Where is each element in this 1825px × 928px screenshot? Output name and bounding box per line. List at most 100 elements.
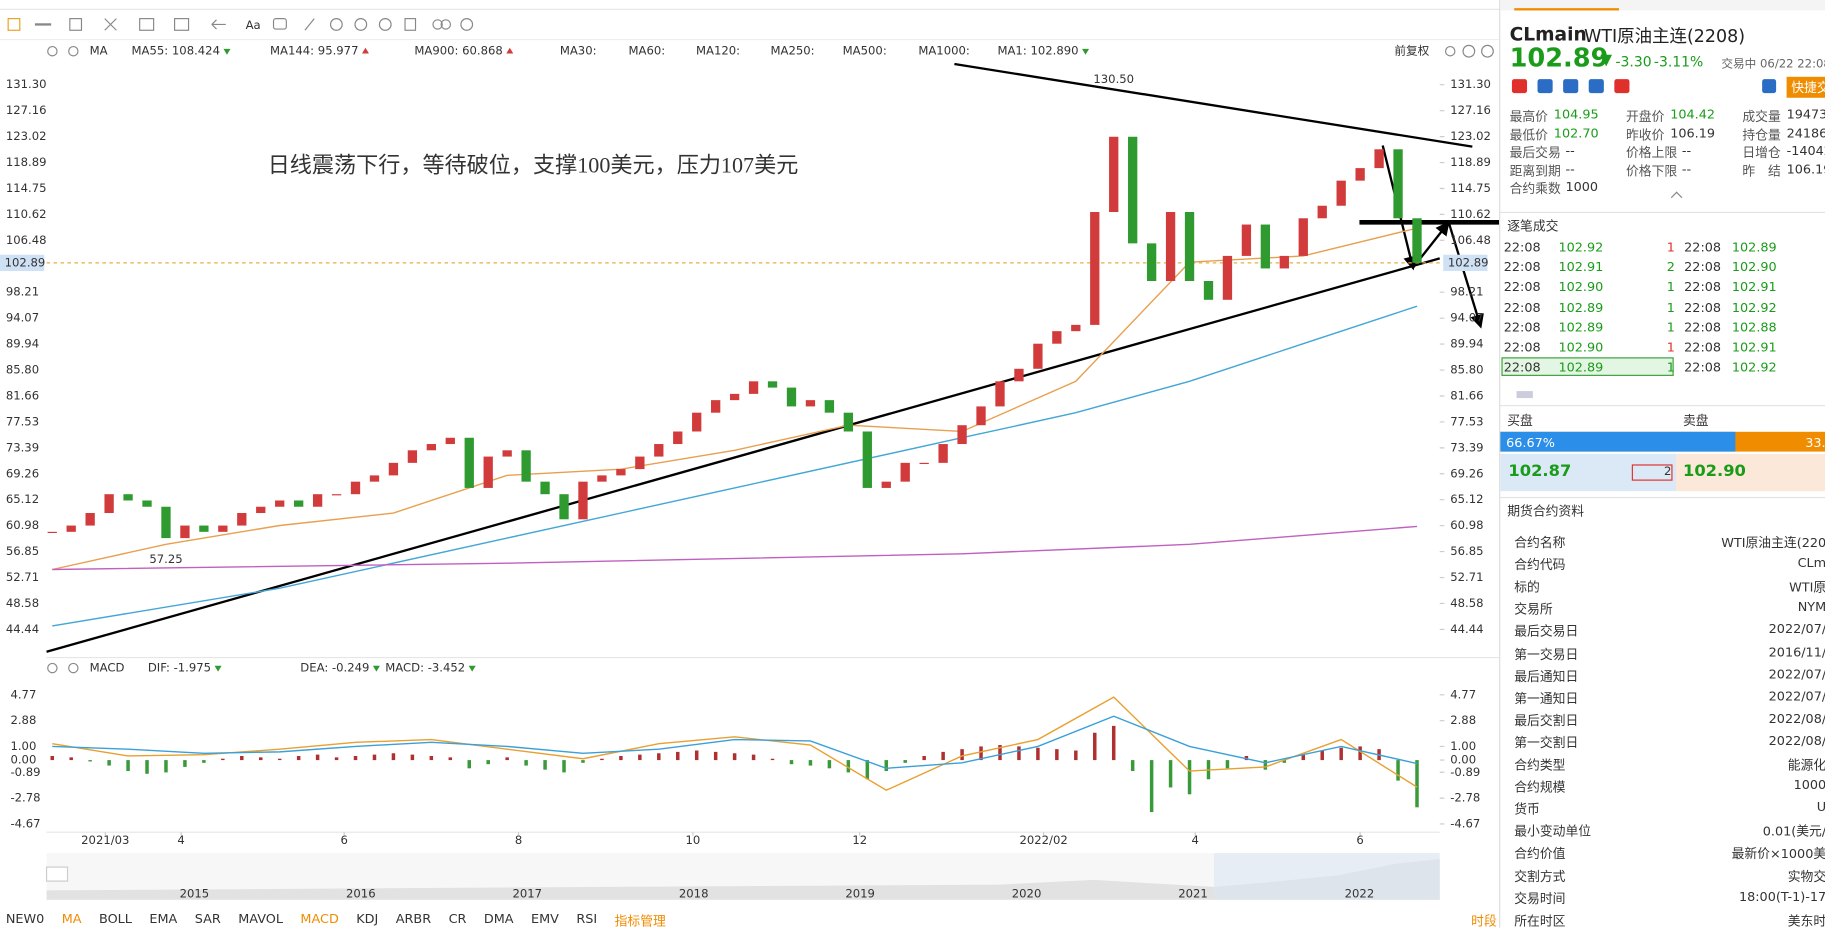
adjust-button[interactable]: 前复权 [1394, 44, 1429, 58]
tool-icon[interactable] [7, 18, 21, 31]
indicator-tab[interactable]: BOLL [99, 911, 132, 927]
navigator-handle[interactable] [45, 866, 69, 882]
contract-value: 2022/07/ [1768, 688, 1825, 704]
period-button[interactable]: 时段 [1471, 913, 1497, 928]
tool-icon[interactable] [139, 18, 155, 31]
reset-icon[interactable] [1444, 45, 1456, 57]
trade-qty: 1 [1666, 239, 1675, 255]
indicator-tab[interactable]: CR [448, 911, 467, 927]
tool-icon[interactable] [440, 19, 452, 30]
macd-bar [410, 754, 415, 761]
candle [464, 437, 474, 488]
candle [1128, 136, 1138, 244]
candle [1071, 324, 1081, 332]
indicator-tab[interactable]: MAVOL [238, 911, 283, 927]
quick-trade-button[interactable]: 快捷交 [1786, 76, 1825, 98]
collapse-chevron[interactable] [1670, 191, 1683, 204]
quick-icon[interactable] [1511, 79, 1528, 94]
macd-bar [315, 754, 320, 761]
tool-icon[interactable] [272, 18, 287, 30]
tool-icon[interactable] [329, 18, 343, 31]
indicator-tab[interactable]: MACD [300, 911, 339, 927]
tool-icon[interactable] [378, 18, 392, 31]
ask-ratio-label: 33.3 [1805, 435, 1825, 451]
zoom-out-icon[interactable] [1462, 44, 1476, 58]
stat-value: 241863 [1786, 125, 1825, 141]
tool-icon[interactable] [211, 19, 226, 30]
contract-label: 最后交易日 [1514, 624, 1579, 640]
indicator-name: MA [90, 44, 108, 58]
y-tick-label: 131.30 [1450, 77, 1491, 91]
candle [388, 462, 399, 476]
candle [1109, 136, 1119, 213]
contract-value: CLm [1797, 555, 1825, 571]
trade-qty: 1 [1666, 339, 1675, 355]
bid-price: 102.87 [1508, 462, 1572, 481]
indicator-tab[interactable]: EMV [530, 911, 559, 927]
indicator-tab[interactable]: SAR [194, 911, 221, 927]
tool-icon[interactable] [354, 18, 368, 31]
candle [312, 494, 323, 507]
indicator-tab[interactable]: RSI [576, 911, 598, 927]
tool-icon[interactable] [69, 18, 83, 31]
candle [578, 481, 588, 520]
quick-icon[interactable] [1537, 79, 1553, 94]
stat-label: 成交量 [1742, 109, 1781, 125]
y-tick-label: 110.62 [6, 207, 47, 221]
tool-icon[interactable] [104, 18, 117, 31]
indicator-tab[interactable]: 指标管理 [614, 913, 666, 928]
macd-bar [391, 753, 396, 761]
tool-icon[interactable] [460, 18, 474, 31]
macd-bar [713, 751, 718, 761]
trend-arrow [1082, 48, 1090, 55]
tool-icon[interactable] [304, 18, 315, 31]
trade-qty: 1 [1666, 279, 1675, 295]
contract-value: 18:00(T-1)-17 [1738, 888, 1825, 904]
tool-icon[interactable] [174, 18, 190, 31]
extreme-label: 130.50 [1093, 72, 1134, 86]
close-icon[interactable] [68, 45, 79, 57]
y-tick-label: 77.53 [6, 414, 39, 428]
navigator-window[interactable] [1213, 853, 1440, 900]
indicator-tab[interactable]: ARBR [395, 911, 432, 927]
macd-bar [543, 760, 547, 770]
quick-icon[interactable] [1588, 79, 1604, 94]
macd-bar [1396, 760, 1400, 781]
indicator-tab[interactable]: DMA [483, 911, 514, 927]
price-change: -3.30 [1615, 53, 1652, 70]
tool-icon[interactable] [404, 18, 417, 31]
quick-icon[interactable] [1563, 79, 1579, 94]
settings-icon[interactable] [47, 662, 58, 674]
font-button[interactable]: Aa [246, 18, 261, 32]
candle [350, 481, 361, 495]
trade-time: 22:08 [1684, 299, 1722, 315]
y-tick-label: 65.12 [1450, 492, 1483, 506]
tool-icon[interactable] [432, 19, 443, 30]
tool-icon[interactable] [34, 23, 52, 26]
zoom-in-icon[interactable] [1481, 44, 1494, 58]
y-tick-label: 131.30 [6, 77, 47, 91]
macd-bar [1168, 760, 1173, 788]
indicator-tab[interactable]: KDJ [356, 911, 379, 927]
stat-value: 104.95 [1553, 107, 1599, 123]
close-icon[interactable] [68, 662, 79, 674]
legend-entry: MACD: -3.452 [385, 661, 465, 675]
drawing-toolbar: Aa [7, 18, 474, 32]
y-tick-label: 106.48 [6, 233, 47, 247]
scroll-handle[interactable] [1516, 391, 1533, 399]
macd-bar [353, 755, 358, 761]
candle [1146, 243, 1157, 281]
settings-icon[interactable] [47, 45, 58, 57]
macd-bar [1017, 746, 1021, 761]
bell-icon[interactable] [1762, 79, 1777, 94]
indicator-tab[interactable]: EMA [149, 911, 178, 927]
indicator-tab[interactable]: NEW0 [5, 911, 45, 927]
indicator-tab[interactable]: MA [61, 911, 82, 927]
navigator: 2015 2016 2017 2018 2019 2020 2021 2022 [45, 853, 1440, 900]
trade-price: 102.89 [1558, 359, 1604, 375]
candle [995, 381, 1005, 407]
contract-label: 交易所 [1514, 602, 1553, 618]
quick-icon[interactable] [1614, 79, 1630, 94]
contract-value: 2022/07/ [1768, 666, 1825, 682]
trade-price: 102.90 [1731, 259, 1777, 275]
